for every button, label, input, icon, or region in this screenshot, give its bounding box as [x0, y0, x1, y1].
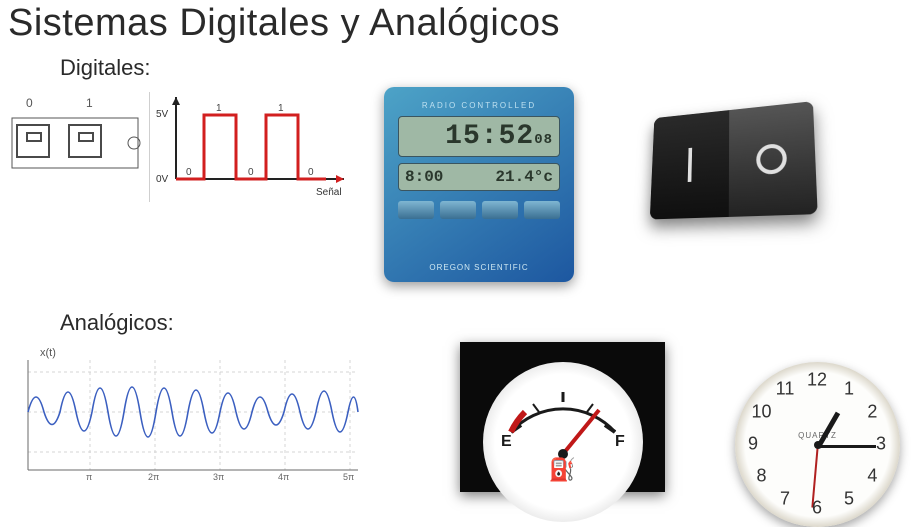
fuel-gauge: E F ⛽ [460, 342, 665, 492]
clock-time-display: 15:5208 [398, 116, 560, 157]
circuit-wires-icon [10, 92, 150, 202]
rocker-switch-cell [644, 107, 829, 247]
clock-number: 12 [807, 370, 827, 391]
analog-section-label: Analógicos: [0, 310, 921, 336]
svg-text:0: 0 [186, 167, 192, 178]
clock-center-icon [814, 441, 822, 449]
svg-text:π: π [86, 472, 92, 482]
rocker-o-icon [756, 143, 787, 175]
y-high-label: 5V [156, 109, 169, 120]
minute-hand [818, 445, 876, 448]
clock-time: 15:52 [445, 121, 534, 152]
svg-text:1: 1 [216, 103, 222, 114]
clock-button[interactable] [440, 201, 476, 219]
digital-clock-cell: RADIO CONTROLLED 15:5208 8:00 21.4°c ORE… [384, 87, 574, 282]
y-low-label: 0V [156, 174, 169, 185]
rocker-on-side [650, 110, 729, 219]
x-axis-label: Señal [316, 187, 342, 198]
clock-number: 3 [876, 434, 886, 455]
switch-circuit-diagram: 0 1 [10, 92, 150, 202]
clock-top-label: RADIO CONTROLLED [398, 101, 560, 110]
svg-text:0: 0 [248, 167, 254, 178]
wave-fn-label: x(t) [40, 347, 56, 359]
analog-clock: QUARTZ 12 12 3 45 6 78 9 1011 [735, 362, 900, 527]
clock-number: 10 [752, 402, 772, 423]
digital-diagram-cell: 0 1 5V 0V Señal [10, 87, 354, 207]
square-wave-chart: 5V 0V Señal 0 1 0 1 0 [154, 87, 354, 207]
digital-section-label: Digitales: [0, 55, 921, 81]
clock-temp: 21.4°c [495, 168, 553, 186]
svg-text:3π: 3π [213, 472, 224, 482]
fuel-pump-icon: ⛽ [549, 457, 576, 483]
clock-number: 6 [812, 498, 822, 519]
clock-number: 4 [867, 466, 877, 487]
analog-wave-chart: x(t) π 2π 3π [10, 342, 360, 482]
clock-secondary-display: 8:00 21.4°c [398, 163, 560, 191]
clock-brand-label: QUARTZ [798, 431, 837, 440]
clock-button[interactable] [398, 201, 434, 219]
clock-number: 8 [757, 466, 767, 487]
svg-text:0: 0 [308, 167, 314, 178]
svg-text:1: 1 [278, 103, 284, 114]
svg-text:2π: 2π [148, 472, 159, 482]
clock-button-row [398, 201, 560, 219]
fuel-gauge-cell: E F ⛽ [460, 342, 665, 492]
clock-seconds: 08 [534, 132, 553, 148]
digital-row: 0 1 5V 0V Señal [0, 87, 921, 282]
clock-number: 9 [748, 434, 758, 455]
fuel-empty-label: E [501, 433, 512, 450]
clock-number: 1 [844, 378, 854, 399]
clock-button[interactable] [482, 201, 518, 219]
fuel-full-label: F [615, 433, 625, 450]
digital-clock-device: RADIO CONTROLLED 15:5208 8:00 21.4°c ORE… [384, 87, 574, 282]
svg-text:5π: 5π [343, 472, 354, 482]
clock-button[interactable] [524, 201, 560, 219]
analog-row: x(t) π 2π 3π [0, 342, 921, 527]
clock-number: 5 [844, 489, 854, 510]
rocker-off-side [729, 101, 818, 217]
clock-number: 11 [776, 378, 795, 399]
clock-brand: OREGON SCIENTIFIC [398, 263, 560, 272]
analog-wave-cell: x(t) π 2π 3π [10, 342, 360, 482]
clock-alarm: 8:00 [405, 168, 443, 186]
page-title: Sistemas Digitales y Analógicos [0, 0, 921, 55]
svg-text:4π: 4π [278, 472, 289, 482]
analog-clock-cell: QUARTZ 12 12 3 45 6 78 9 1011 [735, 342, 900, 527]
rocker-i-icon [687, 148, 691, 182]
clock-number: 2 [867, 402, 877, 423]
clock-number: 7 [780, 489, 790, 510]
rocker-switch[interactable] [644, 107, 829, 247]
